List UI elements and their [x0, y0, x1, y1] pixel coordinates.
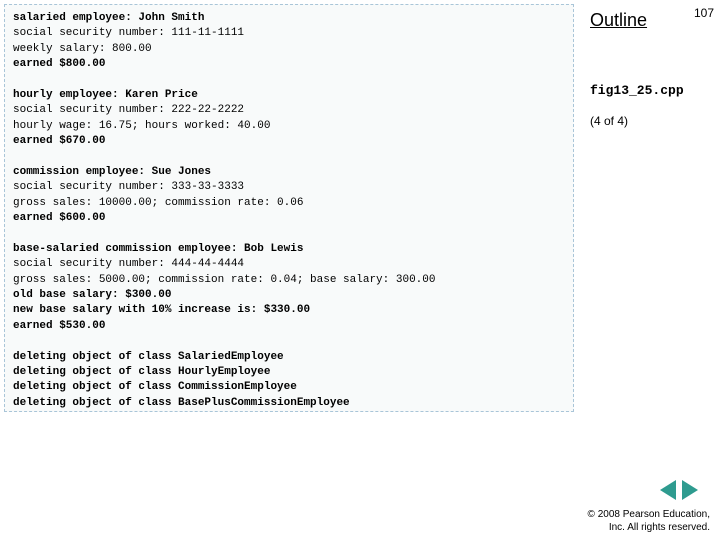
code-line: social security number: 444-44-4444 [13, 258, 244, 270]
copyright-line-1: © 2008 Pearson Education, [588, 508, 710, 521]
nav-arrows [660, 480, 698, 500]
code-line: social security number: 111-11-1111 [13, 27, 244, 39]
prev-arrow-icon[interactable] [660, 480, 676, 500]
code-line: weekly salary: 800.00 [13, 43, 152, 55]
code-output-text: salaried employee: John Smith social sec… [13, 11, 565, 411]
file-name-label: fig13_25.cpp [590, 83, 715, 98]
code-line: base-salaried commission employee: Bob L… [13, 243, 303, 255]
outline-heading: Outline [590, 10, 715, 31]
next-arrow-icon[interactable] [682, 480, 698, 500]
code-line: earned $530.00 [13, 320, 105, 332]
code-line: deleting object of class BasePlusCommiss… [13, 397, 350, 409]
code-line: earned $670.00 [13, 135, 105, 147]
code-line: deleting object of class SalariedEmploye… [13, 351, 284, 363]
part-indicator: (4 of 4) [590, 114, 715, 128]
code-line: old base salary: $300.00 [13, 289, 171, 301]
code-line: deleting object of class CommissionEmplo… [13, 381, 297, 393]
code-line: social security number: 222-22-2222 [13, 104, 244, 116]
code-line: hourly wage: 16.75; hours worked: 40.00 [13, 120, 270, 132]
right-column: Outline fig13_25.cpp (4 of 4) [590, 10, 715, 128]
copyright-notice: © 2008 Pearson Education, Inc. All right… [588, 508, 710, 534]
code-line: deleting object of class HourlyEmployee [13, 366, 270, 378]
code-line: gross sales: 10000.00; commission rate: … [13, 197, 303, 209]
code-line: salaried employee: John Smith [13, 12, 204, 24]
code-line: social security number: 333-33-3333 [13, 181, 244, 193]
copyright-line-2: Inc. All rights reserved. [588, 521, 710, 534]
code-line: gross sales: 5000.00; commission rate: 0… [13, 274, 435, 286]
code-line: commission employee: Sue Jones [13, 166, 211, 178]
code-output-panel: salaried employee: John Smith social sec… [4, 4, 574, 412]
code-line: hourly employee: Karen Price [13, 89, 198, 101]
code-line: earned $600.00 [13, 212, 105, 224]
code-line: earned $800.00 [13, 58, 105, 70]
code-line: new base salary with 10% increase is: $3… [13, 304, 310, 316]
